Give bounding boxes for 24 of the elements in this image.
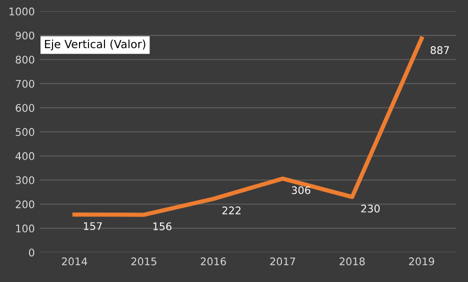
- y-tick-label: 900: [16, 32, 34, 40]
- data-label: 222: [222, 206, 240, 214]
- x-tick-label: 2019: [409, 257, 434, 266]
- y-tick-label: 700: [16, 80, 34, 88]
- x-tick-label: 2014: [62, 257, 88, 266]
- data-label: 306: [292, 186, 310, 194]
- y-tick-label: 800: [16, 56, 34, 64]
- x-tick-label: 2018: [340, 257, 365, 266]
- y-tick-label: 1000: [10, 8, 34, 16]
- data-label: 156: [153, 222, 172, 230]
- x-tick-label: 2015: [131, 257, 156, 266]
- y-tick-label: 400: [16, 152, 34, 160]
- y-tick-label: 300: [16, 176, 34, 184]
- data-label: 230: [361, 204, 380, 212]
- y-tick-label: 100: [16, 224, 34, 232]
- y-tick-label: 500: [16, 128, 34, 136]
- y-tick-label: 0: [28, 248, 34, 256]
- data-label: 887: [430, 46, 449, 54]
- y-tick-label: 600: [16, 104, 34, 112]
- x-tick-label: 2016: [200, 257, 226, 266]
- y-tick-label: 200: [16, 200, 34, 208]
- y-axis-title: Eje Vertical (Valor): [45, 40, 146, 50]
- data-label: 157: [84, 222, 102, 230]
- x-tick-label: 2017: [270, 257, 296, 266]
